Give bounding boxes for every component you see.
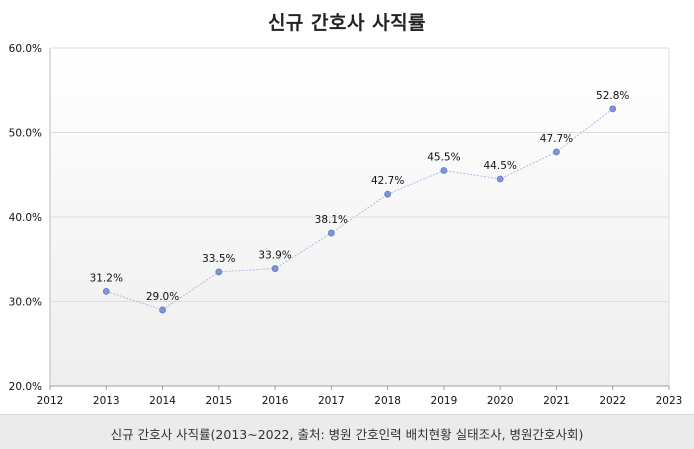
y-tick-label: 40.0% [9,212,42,224]
x-tick-label: 2017 [318,395,345,407]
gridlines [50,47,669,302]
data-point [271,265,279,272]
x-tick-label: 2021 [543,395,570,407]
data-label: 44.5% [484,160,517,172]
line-chart: 20.0% 30.0% 40.0% 50.0% 60.0% 2012 2013 2014 201… [9,43,683,407]
series-line [106,108,614,311]
data-label: 31.2% [90,272,123,284]
data-point [609,105,617,113]
data-point [496,175,504,183]
y-tick-label: 20.0% [9,381,42,393]
x-tick-label: 2014 [149,395,176,407]
y-tick-label: 50.0% [9,128,42,140]
data-label: 29.0% [146,291,179,303]
data-point [384,190,392,198]
data-point [440,167,448,174]
data-point [327,229,335,237]
data-point [553,148,560,156]
y-tick-label: 60.0% [9,43,42,55]
chart-title: 신규 간호사 사직률 [267,12,427,34]
x-tick-label: 2020 [487,395,514,407]
data-label: 47.7% [540,133,573,145]
data-point [215,268,223,276]
data-point [102,287,110,295]
caption-bar: 신규 간호사 사직률(2013~2022, 출처: 병원 간호인력 배치현황 실… [0,414,694,449]
chart-container: 신규 간호사 사직률 20.0% 30.0% 40.0% 50.0% 60.0% 2012… [8,12,683,407]
x-tick-label: 2019 [431,395,458,407]
x-tick-label: 2018 [374,395,401,407]
y-tick-label: 30.0% [9,297,42,309]
x-tick-label: 2015 [205,395,232,407]
data-label: 33.5% [202,253,235,265]
x-tick-label: 2013 [93,395,120,407]
data-label: 52.8% [596,90,629,102]
figure-caption: 신규 간호사 사직률(2013~2022, 출처: 병원 간호인력 배치현황 실… [110,427,584,442]
data-label: 38.1% [315,214,348,226]
data-label: 42.7% [371,175,404,187]
x-tick-label: 2023 [656,395,683,407]
data-points [102,105,617,314]
data-point [159,306,166,314]
data-label: 33.9% [258,250,291,262]
x-tick-label: 2022 [599,395,626,407]
axes: 20.0% 30.0% 40.0% 50.0% 60.0% 2012 2013 2014 201… [9,43,683,407]
data-labels: 31.2% 29.0% 33.5% 33.9% 38.1% 42.7% 45.5% 44.5%… [90,90,630,303]
data-label: 45.5% [427,152,460,164]
x-tick-label: 2016 [262,395,289,407]
x-tick-label: 2012 [37,395,64,407]
series-line-layer [106,108,614,311]
